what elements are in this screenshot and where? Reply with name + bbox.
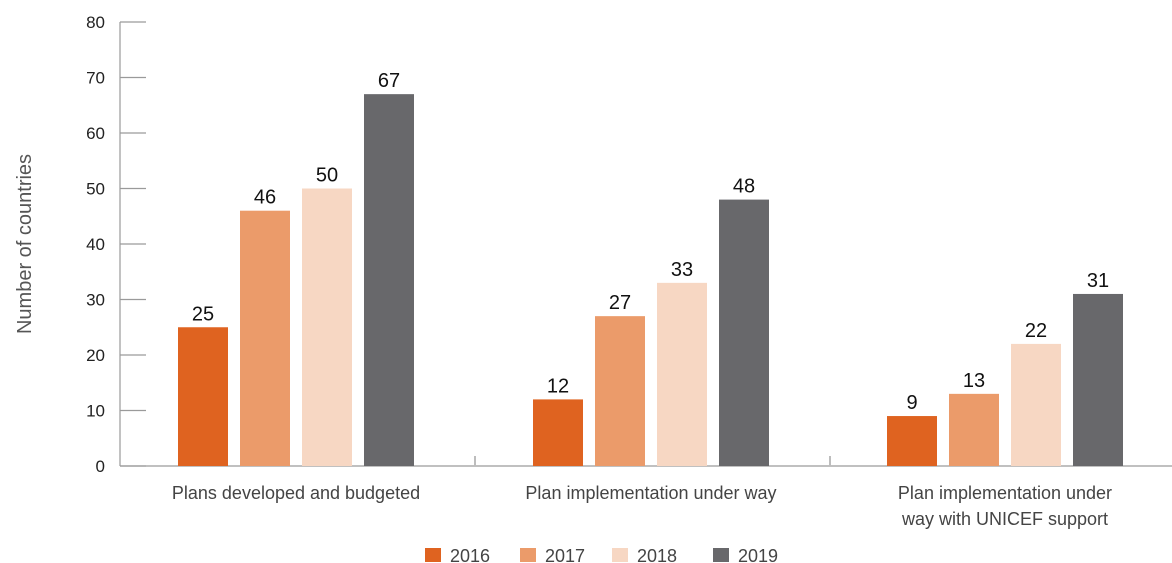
bar-value-label: 33 [671, 259, 693, 281]
bar-value-label: 46 [254, 187, 276, 209]
bar [302, 188, 352, 466]
bar [364, 94, 414, 467]
bar [595, 316, 645, 466]
y-tick-label: 60 [86, 124, 105, 143]
y-tick-label: 50 [86, 180, 105, 199]
bar-value-label: 67 [378, 70, 400, 92]
x-category-label: way with UNICEF support [901, 509, 1108, 529]
bar [657, 282, 707, 466]
legend-swatch [520, 548, 536, 562]
bar [533, 399, 583, 466]
bar [887, 416, 937, 466]
legend-label: 2019 [738, 546, 778, 563]
legend-swatch [713, 548, 729, 562]
legend-label: 2018 [637, 546, 677, 563]
y-tick-label: 20 [86, 346, 105, 365]
y-tick-label: 70 [86, 69, 105, 88]
y-tick-label: 30 [86, 291, 105, 310]
bar-value-label: 50 [316, 165, 338, 187]
bar [178, 327, 228, 466]
y-axis-title: Number of countries [14, 154, 36, 334]
bar-value-label: 12 [547, 375, 569, 397]
chart-legend: 2016 2017 2018 2019 [425, 546, 778, 563]
x-category-label: Plan implementation under way [525, 483, 776, 503]
bar-value-label: 13 [963, 370, 985, 392]
bar [719, 199, 769, 466]
bar [240, 210, 290, 466]
bar [1011, 343, 1061, 466]
chart-axes: 0 10 20 30 40 50 60 70 80 Number of countries [14, 13, 1172, 476]
y-tick-label: 10 [86, 402, 105, 421]
bar-value-label: 27 [609, 292, 631, 314]
bar-value-label: 22 [1025, 320, 1047, 342]
bar-value-label: 25 [192, 303, 214, 325]
legend-swatch [425, 548, 441, 562]
bar-value-label: 9 [906, 392, 917, 414]
bar-value-label: 48 [733, 176, 755, 198]
legend-label: 2017 [545, 546, 585, 563]
x-category-label: Plans developed and budgeted [172, 483, 420, 503]
bar-value-label: 31 [1087, 270, 1109, 292]
y-tick-label: 80 [86, 13, 105, 32]
chart-labels: 25 12 9 46 27 13 50 33 22 67 48 31 Plans developed a… [172, 70, 1112, 529]
y-tick-label: 40 [86, 235, 105, 254]
bar [1073, 293, 1123, 466]
legend-swatch [612, 548, 628, 562]
y-tick-label: 0 [96, 457, 105, 476]
legend-label: 2016 [450, 546, 490, 563]
chart-bars [178, 94, 1123, 467]
x-category-label: Plan implementation under [898, 483, 1112, 503]
bar [949, 393, 999, 466]
